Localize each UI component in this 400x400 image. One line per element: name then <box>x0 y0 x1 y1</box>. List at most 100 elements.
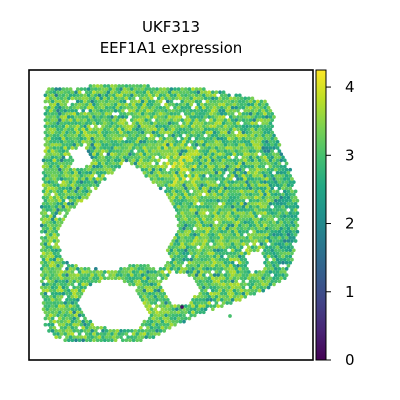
spot <box>273 205 278 209</box>
spot <box>138 288 143 293</box>
spot <box>218 282 222 287</box>
spot <box>56 319 60 324</box>
spot <box>268 189 273 194</box>
spot <box>153 177 158 181</box>
spot <box>155 143 159 147</box>
spot <box>131 152 136 157</box>
spot <box>203 226 208 231</box>
spot <box>281 267 285 271</box>
spot <box>200 115 204 119</box>
spot <box>111 155 116 160</box>
spot <box>140 267 145 271</box>
spot <box>201 260 206 265</box>
spot <box>88 133 93 138</box>
spot <box>167 121 172 126</box>
spot <box>207 263 212 268</box>
spot <box>252 217 257 222</box>
spot <box>77 288 82 293</box>
spot <box>180 186 185 191</box>
spot <box>266 124 271 129</box>
spot <box>122 99 127 104</box>
spot <box>86 112 91 116</box>
spot <box>147 93 152 98</box>
spot <box>279 183 284 188</box>
spot <box>212 167 217 172</box>
spot <box>151 155 156 160</box>
spot <box>122 118 127 122</box>
spot <box>169 136 174 141</box>
spot <box>221 282 226 287</box>
spot <box>214 152 219 157</box>
spot <box>120 121 125 126</box>
spot <box>210 133 215 138</box>
spot <box>245 136 249 141</box>
spot <box>48 158 53 163</box>
spot <box>221 183 226 188</box>
spot <box>61 124 66 129</box>
spot <box>219 149 224 153</box>
spot <box>63 338 68 343</box>
spot <box>182 313 186 318</box>
spot <box>255 223 260 228</box>
spot <box>187 205 192 209</box>
spot <box>52 226 57 231</box>
spot <box>214 288 219 293</box>
spot <box>173 192 177 197</box>
spot <box>185 208 190 212</box>
spot <box>241 267 246 271</box>
spot <box>180 105 185 110</box>
spot <box>54 329 59 333</box>
spot <box>128 263 132 268</box>
spot <box>259 285 264 290</box>
spot <box>196 133 201 138</box>
spot <box>288 174 293 178</box>
spot <box>225 108 230 113</box>
spot <box>147 99 152 104</box>
spot <box>75 112 80 116</box>
spot <box>185 139 190 144</box>
spot <box>45 282 50 287</box>
spot <box>92 139 96 144</box>
spot <box>50 322 55 327</box>
spot <box>151 99 156 104</box>
spot <box>183 254 188 259</box>
spot <box>216 130 221 135</box>
spot <box>264 220 269 225</box>
spot <box>83 99 87 104</box>
spot <box>252 118 257 122</box>
spot <box>209 174 213 178</box>
spot <box>209 260 213 265</box>
spot <box>194 236 199 240</box>
spot <box>255 236 260 240</box>
spot <box>39 205 44 209</box>
spot <box>201 130 206 135</box>
spot <box>43 105 48 110</box>
spot <box>108 143 113 147</box>
spot <box>106 115 111 119</box>
spot <box>210 263 215 268</box>
spot <box>41 288 46 293</box>
spot <box>210 251 215 256</box>
spot <box>180 93 185 98</box>
spot <box>191 174 195 178</box>
spot <box>137 291 141 296</box>
spot <box>221 226 226 231</box>
spot <box>227 211 231 215</box>
spot <box>70 282 75 287</box>
spot <box>219 291 224 296</box>
spot <box>61 316 66 321</box>
spot <box>218 226 222 231</box>
spot <box>239 245 244 250</box>
spot <box>264 263 269 268</box>
spot <box>187 155 192 160</box>
spot <box>108 87 113 91</box>
spot <box>263 211 267 215</box>
spot <box>223 118 228 122</box>
spot <box>52 288 57 293</box>
spot <box>232 96 237 101</box>
spot <box>43 99 48 104</box>
spot <box>218 115 222 119</box>
spot <box>66 133 71 138</box>
spot <box>138 338 143 343</box>
spot <box>165 180 170 184</box>
